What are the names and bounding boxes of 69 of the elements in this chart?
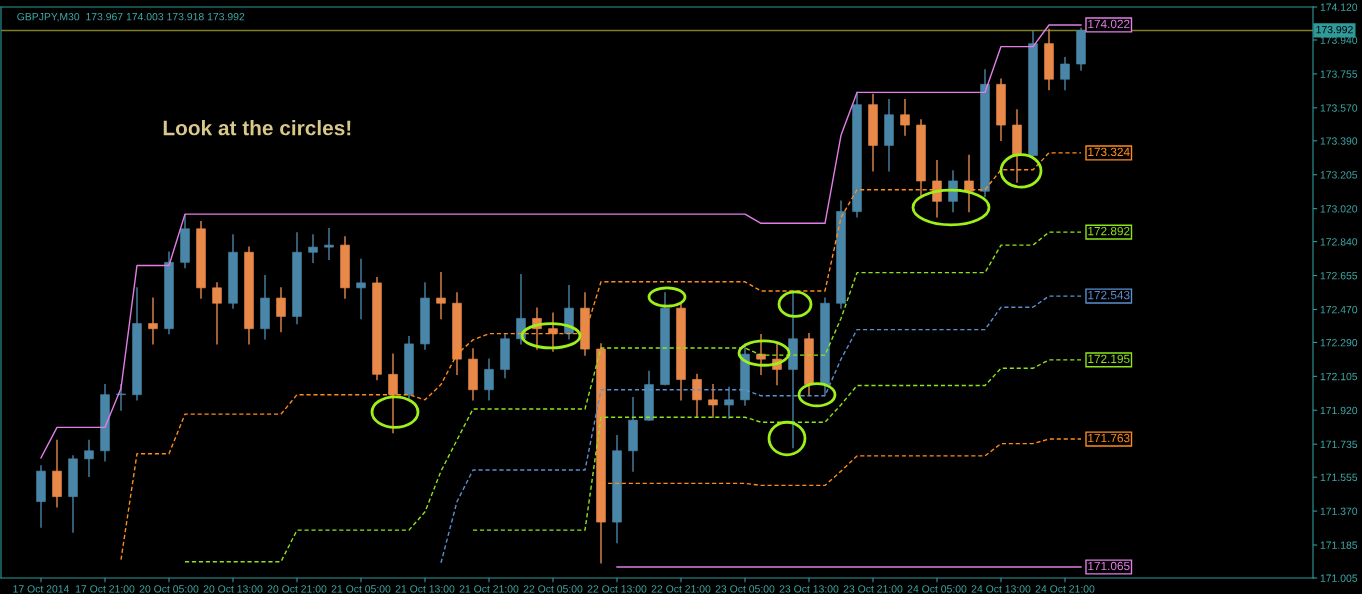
x-tick-label: 22 Oct 21:00 xyxy=(651,585,711,593)
annotation: Look at the circles! xyxy=(163,120,351,136)
x-tick-label: 20 Oct 05:00 xyxy=(139,585,199,593)
x-tick-label: 17 Oct 2014 xyxy=(13,585,70,593)
data-label: 171.763 xyxy=(1088,433,1130,443)
y-tick-label: 172.840 xyxy=(1320,238,1358,246)
x-tick-label: 24 Oct 13:00 xyxy=(971,585,1031,593)
y-tick-label: 173.755 xyxy=(1320,70,1358,78)
x-tick-label: 21 Oct 21:00 xyxy=(459,585,519,593)
y-tick-label: 173.570 xyxy=(1320,104,1358,112)
x-tick-label: 23 Oct 05:00 xyxy=(715,585,775,593)
candlestick xyxy=(148,297,158,345)
y-tick-label: 172.470 xyxy=(1320,305,1358,314)
data-label: 174.022 xyxy=(1088,19,1130,29)
y-tick-label: 171.920 xyxy=(1320,406,1358,415)
y-tick-label: 172.655 xyxy=(1320,272,1358,280)
candlestick xyxy=(276,287,286,333)
data-label: 173.324 xyxy=(1088,147,1130,157)
candlestick xyxy=(964,154,974,213)
line-series xyxy=(440,295,1082,564)
candlestick xyxy=(756,334,766,376)
candlestick xyxy=(436,271,446,320)
y-tick-label: 171.370 xyxy=(1320,507,1358,515)
y-tick-label: 172.290 xyxy=(1320,338,1358,347)
candlestick xyxy=(116,383,126,411)
y-tick-label: 174.120 xyxy=(1320,3,1358,11)
x-tick-label: 21 Oct 05:00 xyxy=(331,585,391,593)
line-series xyxy=(40,24,1082,459)
candlestick xyxy=(692,373,702,418)
y-tick-label: 173.020 xyxy=(1320,205,1358,213)
x-tick-label: 24 Oct 21:00 xyxy=(1035,585,1095,593)
line-series xyxy=(184,231,1082,563)
y-tick-label: 171.185 xyxy=(1320,541,1358,549)
candlestick xyxy=(1060,57,1070,91)
x-tick-label: 23 Oct 21:00 xyxy=(843,585,903,593)
data-label: 171.065 xyxy=(1088,561,1130,571)
candlestick xyxy=(84,439,94,477)
x-tick-label: 17 Oct 21:00 xyxy=(75,585,135,593)
y-tick-label: 173.390 xyxy=(1320,137,1358,145)
data-label: 172.195 xyxy=(1088,354,1130,364)
data-label: 172.543 xyxy=(1088,290,1130,300)
chart-title: GBPJPY,M30 173.967 174.003 173.918 173.992 xyxy=(17,12,245,22)
line-series xyxy=(600,438,1082,487)
data-label: 172.892 xyxy=(1088,226,1130,236)
x-tick-label: 24 Oct 05:00 xyxy=(907,585,967,593)
line-series xyxy=(120,152,1082,561)
candlestick xyxy=(724,386,734,419)
x-tick-label: 23 Oct 13:00 xyxy=(779,585,839,593)
candlestick xyxy=(308,234,318,264)
x-tick-label: 20 Oct 21:00 xyxy=(267,585,327,593)
y-tick-label: 171.005 xyxy=(1320,574,1358,582)
candlestick xyxy=(484,358,494,401)
candlestick xyxy=(324,228,334,261)
x-tick-label: 22 Oct 13:00 xyxy=(587,585,647,593)
y-tick-label: 171.735 xyxy=(1320,440,1358,449)
candlestick xyxy=(388,353,398,434)
candlestick xyxy=(548,312,558,352)
y-tick-label: 173.205 xyxy=(1320,171,1358,179)
candlestick xyxy=(212,282,222,345)
x-tick-label: 20 Oct 13:00 xyxy=(203,585,263,593)
candlestick xyxy=(900,98,910,136)
x-tick-label: 21 Oct 13:00 xyxy=(395,585,455,593)
line-series xyxy=(472,359,1082,531)
ref-line-label: 173.992 xyxy=(1316,25,1353,34)
x-tick-label: 22 Oct 05:00 xyxy=(523,585,583,593)
candlestick xyxy=(708,383,718,418)
y-tick-label: 172.105 xyxy=(1320,372,1358,381)
candlestick xyxy=(356,258,366,320)
y-tick-label: 171.555 xyxy=(1320,473,1358,482)
